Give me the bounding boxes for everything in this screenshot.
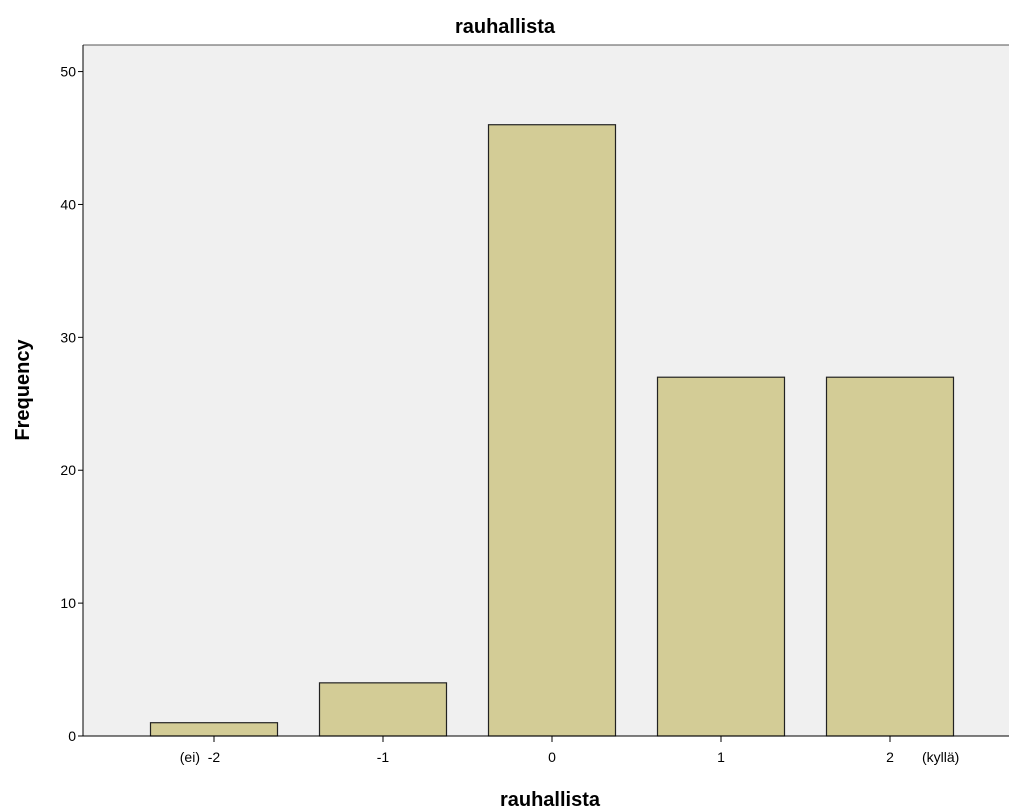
x-tick-label: -1	[377, 749, 390, 765]
y-tick-label: 20	[60, 462, 76, 478]
x-tick-suffix-label: (kyllä)	[922, 749, 959, 765]
bar--1	[318, 682, 448, 737]
y-tick-label: 40	[60, 196, 76, 212]
x-axis-label: rauhallista	[500, 789, 601, 808]
bars-group	[149, 124, 955, 737]
y-tick-label: 50	[60, 64, 76, 80]
y-axis-label: Frequency	[12, 339, 34, 441]
bar-1	[656, 376, 786, 737]
y-tick-label: 0	[68, 728, 76, 744]
x-tick-prefix-label: (ei)	[180, 749, 200, 765]
bar-0	[487, 124, 617, 737]
x-tick-label: 0	[548, 749, 556, 765]
y-ticks-group: 0 10 20 30 40 50	[60, 64, 83, 744]
x-tick-label: -2	[208, 749, 221, 765]
x-ticks-group: -2 (ei) -1 0 1 2 (kyllä)	[180, 736, 959, 765]
y-tick-label: 30	[60, 329, 76, 345]
x-tick-label: 1	[717, 749, 725, 765]
y-tick-label: 10	[60, 595, 76, 611]
bar-2	[825, 376, 955, 737]
x-tick-label: 2	[886, 749, 894, 765]
chart-title: rauhallista	[455, 16, 556, 38]
bar--2	[149, 722, 279, 737]
